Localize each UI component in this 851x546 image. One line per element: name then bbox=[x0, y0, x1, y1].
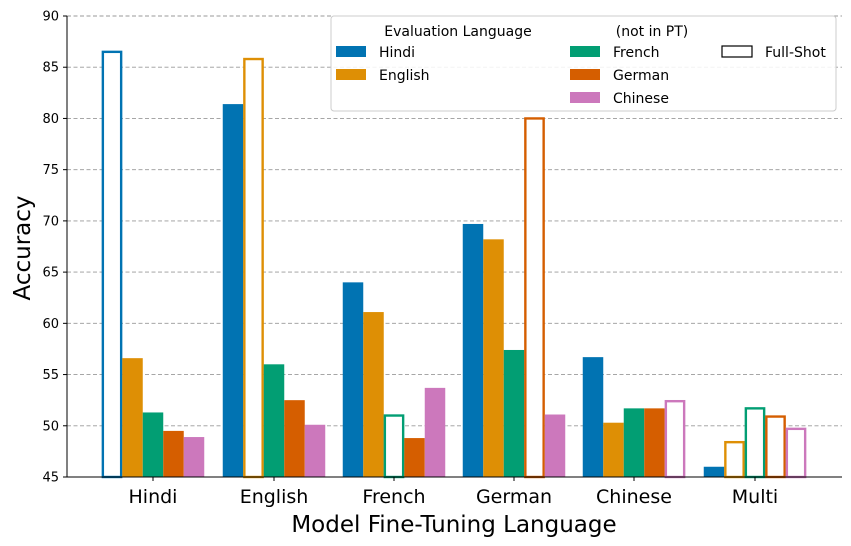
legend-subtitle: (not in PT) bbox=[616, 24, 689, 40]
bar-chinese-english bbox=[304, 424, 326, 477]
y-tick-label: 85 bbox=[42, 61, 59, 76]
bar-chinese-german bbox=[544, 414, 566, 477]
bar-english-german bbox=[483, 239, 504, 477]
bar-english-multi bbox=[724, 440, 745, 479]
legend-label-hindi: Hindi bbox=[379, 45, 415, 61]
legend-items: Hindi English French German Chinese bbox=[336, 45, 669, 107]
bar-french-german bbox=[503, 349, 525, 477]
bar-french-french bbox=[383, 414, 405, 479]
y-tick-label: 75 bbox=[42, 163, 59, 178]
bars bbox=[101, 50, 807, 479]
bar-french-hindi bbox=[142, 412, 164, 477]
legend-swatch-french bbox=[570, 46, 600, 57]
legend-label-french: French bbox=[613, 45, 660, 61]
legend-frame bbox=[330, 15, 837, 112]
legend-swatch-full-shot bbox=[721, 45, 753, 58]
x-tick-label-french: French bbox=[362, 486, 425, 508]
bar-english-chinese bbox=[603, 422, 624, 477]
bar-hindi-multi bbox=[703, 466, 725, 477]
bar-hindi-hindi bbox=[101, 50, 123, 479]
x-tick-label-chinese: Chinese bbox=[596, 486, 672, 508]
legend-label-german: German bbox=[613, 68, 669, 84]
bar-chinese-chinese bbox=[664, 399, 686, 479]
y-axis-ticks: 45 50 55 60 65 70 75 80 85 90 bbox=[42, 10, 67, 486]
legend-swatch-hindi bbox=[336, 46, 366, 57]
y-tick-label: 60 bbox=[42, 317, 59, 332]
x-tick-label-hindi: Hindi bbox=[129, 486, 178, 508]
y-tick-label: 70 bbox=[42, 214, 59, 229]
bar-french-english bbox=[263, 364, 285, 477]
bar-english-english bbox=[243, 57, 264, 479]
bar-english-hindi bbox=[122, 358, 143, 477]
legend-swatch-english bbox=[336, 69, 366, 80]
bar-chinese-multi bbox=[785, 427, 807, 479]
y-tick-label: 65 bbox=[42, 266, 59, 281]
y-tick-label: 45 bbox=[42, 471, 59, 486]
bar-hindi-french bbox=[342, 282, 364, 477]
y-tick-label: 55 bbox=[42, 368, 59, 383]
bar-hindi-german bbox=[462, 223, 484, 477]
y-tick-label: 80 bbox=[42, 112, 59, 127]
legend-swatch-german bbox=[570, 69, 600, 80]
legend-swatch-chinese bbox=[570, 92, 600, 103]
x-axis-label: Model Fine-Tuning Language bbox=[291, 512, 616, 538]
x-axis-ticks: Hindi English French German Chinese Multi bbox=[129, 477, 778, 508]
bar-german-english bbox=[284, 400, 305, 477]
axes bbox=[66, 16, 842, 478]
legend-label-chinese: Chinese bbox=[613, 91, 669, 107]
y-axis-label: Accuracy bbox=[10, 195, 36, 300]
y-tick-label: 90 bbox=[42, 10, 59, 25]
bar-german-german bbox=[524, 117, 545, 479]
legend-label-english: English bbox=[379, 68, 430, 84]
y-tick-label: 50 bbox=[42, 419, 59, 434]
x-tick-label-german: German bbox=[476, 486, 552, 508]
bar-chinese-hindi bbox=[183, 437, 205, 477]
bar-hindi-english bbox=[222, 104, 244, 477]
legend-label-full-shot: Full-Shot bbox=[765, 45, 826, 61]
x-tick-label-multi: Multi bbox=[732, 486, 778, 508]
bar-german-french bbox=[404, 438, 425, 477]
x-tick-label-english: English bbox=[240, 486, 309, 508]
bar-hindi-chinese bbox=[582, 357, 604, 477]
legend-title: Evaluation Language bbox=[384, 24, 531, 40]
bar-german-multi bbox=[765, 415, 786, 479]
bar-english-french bbox=[363, 312, 384, 477]
bar-german-chinese bbox=[644, 408, 665, 477]
legend: Evaluation Language (not in PT) Hindi Eng… bbox=[330, 15, 837, 112]
bar-german-hindi bbox=[163, 430, 184, 477]
bar-french-chinese bbox=[623, 408, 645, 477]
bar-french-multi bbox=[744, 407, 766, 479]
bar-chinese-french bbox=[424, 387, 446, 477]
